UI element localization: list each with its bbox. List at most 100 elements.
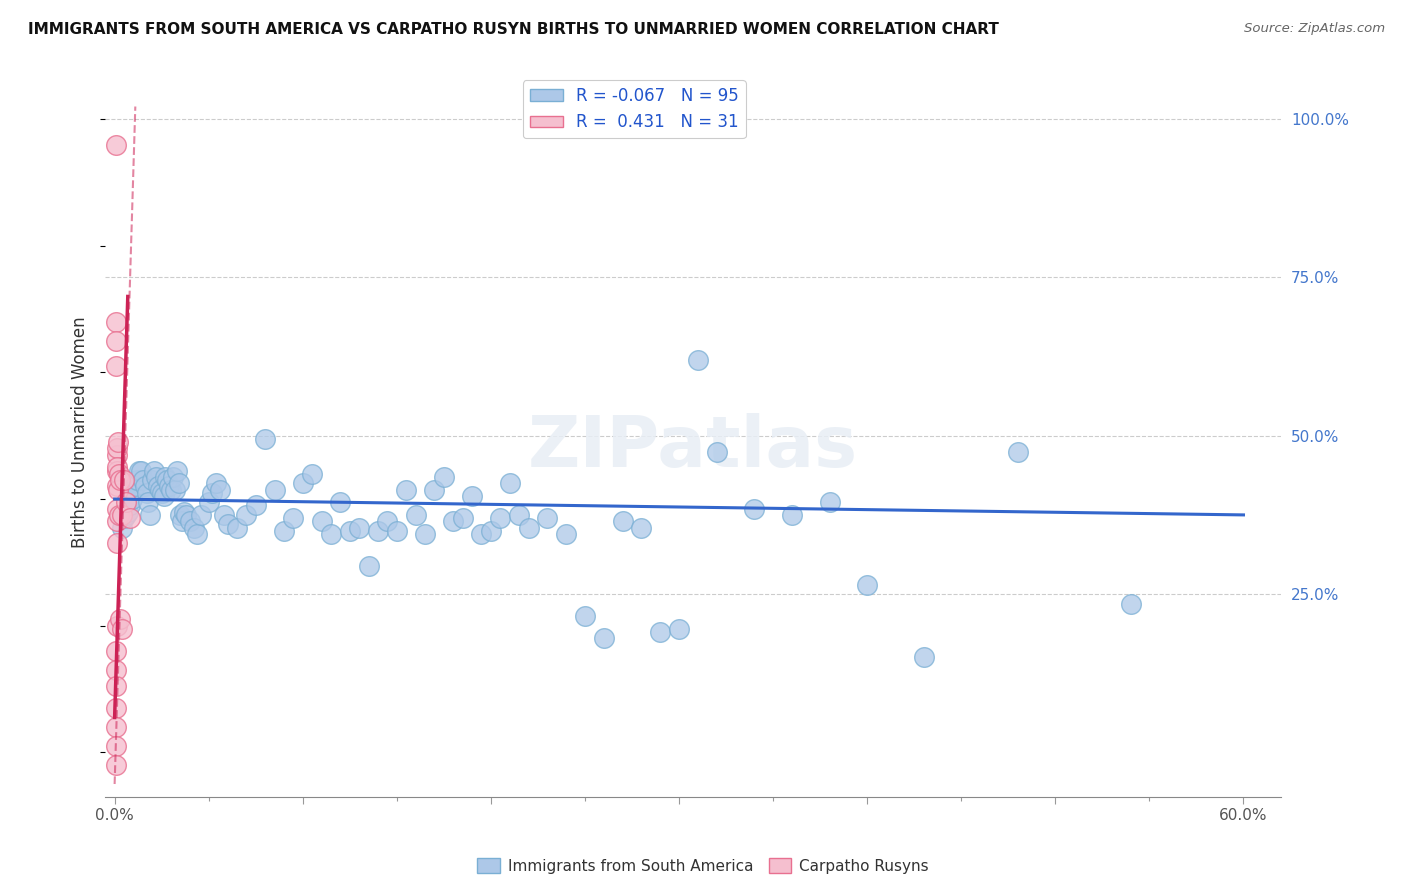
Point bbox=[423, 483, 446, 497]
Point bbox=[162, 470, 184, 484]
Point bbox=[105, 334, 128, 348]
Point bbox=[311, 514, 333, 528]
Point bbox=[347, 520, 370, 534]
Point bbox=[110, 473, 132, 487]
Point bbox=[115, 508, 138, 522]
Point bbox=[367, 524, 389, 538]
Point bbox=[111, 622, 134, 636]
Point bbox=[489, 511, 512, 525]
Point bbox=[183, 520, 205, 534]
Point bbox=[413, 527, 436, 541]
Point bbox=[912, 650, 935, 665]
Legend: R = -0.067   N = 95, R =  0.431   N = 31: R = -0.067 N = 95, R = 0.431 N = 31 bbox=[523, 80, 745, 138]
Point bbox=[122, 483, 145, 497]
Point bbox=[167, 476, 190, 491]
Point bbox=[105, 359, 128, 373]
Point bbox=[104, 679, 127, 693]
Point bbox=[742, 501, 765, 516]
Point bbox=[152, 489, 174, 503]
Point bbox=[108, 467, 131, 481]
Point bbox=[357, 558, 380, 573]
Text: IMMIGRANTS FROM SOUTH AMERICA VS CARPATHO RUSYN BIRTHS TO UNMARRIED WOMEN CORREL: IMMIGRANTS FROM SOUTH AMERICA VS CARPATH… bbox=[28, 22, 1000, 37]
Point bbox=[650, 625, 672, 640]
Point bbox=[686, 352, 709, 367]
Point bbox=[235, 508, 257, 522]
Point bbox=[135, 485, 157, 500]
Point bbox=[166, 464, 188, 478]
Point bbox=[105, 464, 128, 478]
Point bbox=[160, 483, 183, 497]
Point bbox=[536, 511, 558, 525]
Point bbox=[143, 464, 166, 478]
Point bbox=[405, 508, 427, 522]
Point bbox=[121, 492, 143, 507]
Y-axis label: Births to Unmarried Women: Births to Unmarried Women bbox=[72, 317, 89, 549]
Point bbox=[377, 514, 399, 528]
Point bbox=[517, 520, 540, 534]
Point bbox=[105, 536, 128, 550]
Point bbox=[319, 527, 342, 541]
Point bbox=[127, 473, 149, 487]
Point bbox=[107, 435, 129, 450]
Point bbox=[201, 485, 224, 500]
Point bbox=[141, 473, 163, 487]
Point bbox=[339, 524, 361, 538]
Point bbox=[592, 632, 614, 646]
Point bbox=[574, 609, 596, 624]
Point bbox=[856, 577, 879, 591]
Point bbox=[395, 483, 418, 497]
Point bbox=[470, 527, 492, 541]
Point bbox=[197, 495, 219, 509]
Point bbox=[107, 483, 129, 497]
Point bbox=[205, 476, 228, 491]
Point bbox=[217, 517, 239, 532]
Point bbox=[1007, 444, 1029, 458]
Point bbox=[173, 505, 195, 519]
Point bbox=[212, 508, 235, 522]
Point bbox=[104, 758, 127, 772]
Point bbox=[630, 520, 652, 534]
Point bbox=[112, 511, 135, 525]
Point bbox=[115, 495, 138, 509]
Point bbox=[110, 612, 132, 626]
Point bbox=[110, 508, 132, 522]
Point bbox=[145, 470, 167, 484]
Point bbox=[108, 508, 131, 522]
Point bbox=[508, 508, 530, 522]
Point bbox=[105, 514, 128, 528]
Point bbox=[612, 514, 634, 528]
Point bbox=[555, 527, 578, 541]
Point bbox=[433, 470, 456, 484]
Point bbox=[441, 514, 464, 528]
Point bbox=[129, 464, 152, 478]
Point bbox=[385, 524, 408, 538]
Point bbox=[155, 470, 177, 484]
Point bbox=[157, 479, 180, 493]
Point bbox=[226, 520, 249, 534]
Point bbox=[107, 442, 129, 456]
Point bbox=[461, 489, 484, 503]
Point bbox=[706, 444, 728, 458]
Point bbox=[273, 524, 295, 538]
Point bbox=[105, 644, 128, 658]
Point bbox=[104, 315, 127, 329]
Point bbox=[301, 467, 323, 481]
Point bbox=[150, 485, 173, 500]
Point bbox=[105, 501, 128, 516]
Point bbox=[263, 483, 285, 497]
Point bbox=[128, 464, 150, 478]
Point bbox=[111, 520, 134, 534]
Legend: Immigrants from South America, Carpatho Rusyns: Immigrants from South America, Carpatho … bbox=[471, 852, 935, 880]
Point bbox=[245, 499, 267, 513]
Point bbox=[451, 511, 474, 525]
Point bbox=[104, 701, 127, 715]
Point bbox=[104, 720, 127, 734]
Point bbox=[132, 473, 155, 487]
Point bbox=[146, 479, 169, 493]
Point bbox=[134, 479, 156, 493]
Point bbox=[179, 514, 201, 528]
Point bbox=[138, 495, 160, 509]
Point bbox=[780, 508, 803, 522]
Point bbox=[105, 479, 128, 493]
Point bbox=[156, 473, 179, 487]
